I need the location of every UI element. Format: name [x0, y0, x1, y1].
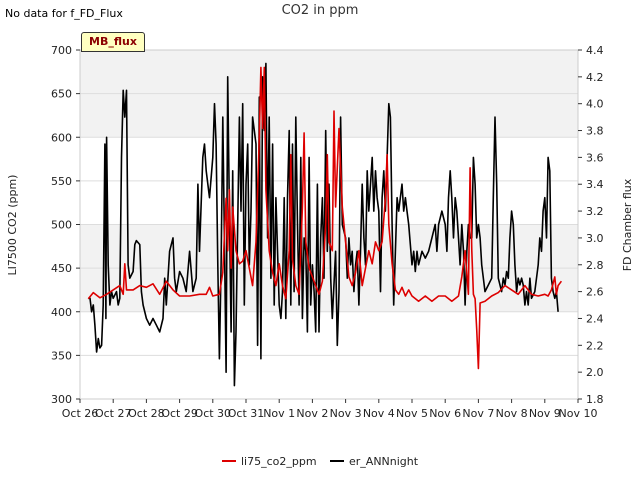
- y-tick-label: 500: [51, 219, 72, 232]
- x-tick-label: Oct 30: [195, 407, 232, 420]
- y2-tick-label: 3.4: [586, 178, 604, 191]
- legend-label: li75_co2_ppm: [241, 455, 317, 468]
- y2-axis-label: FD Chamber flux: [621, 178, 634, 271]
- y2-tick-label: 2.4: [586, 312, 604, 325]
- no-data-notice: No data for f_FD_Flux: [5, 7, 123, 20]
- y-tick-label: 600: [51, 131, 72, 144]
- y-tick-label: 550: [51, 175, 72, 188]
- y2-tick-label: 3.0: [586, 232, 604, 245]
- x-tick-label: Nov 5: [396, 407, 428, 420]
- y2-tick-label: 3.8: [586, 125, 604, 138]
- y-tick-label: 350: [51, 349, 72, 362]
- y-tick-label: 300: [51, 393, 72, 406]
- x-tick-label: Oct 29: [161, 407, 198, 420]
- series-layer: [87, 62, 563, 387]
- y2-tick-label: 2.2: [586, 339, 604, 352]
- x-tick-label: Nov 2: [296, 407, 328, 420]
- x-tick-label: Nov 7: [462, 407, 494, 420]
- legend: li75_co2_ppm er_ANNnight: [222, 455, 419, 468]
- mb-flux-badge: MB_flux: [81, 32, 145, 52]
- y2-tick-label: 1.8: [586, 393, 604, 406]
- right-axis: 1.8 2.0 2.2 2.4 2.6 2.8 3.0 3.2 3.4 3.6 3.8 4.0 4.2 4…: [578, 44, 604, 406]
- x-tick-label: Oct 26: [62, 407, 99, 420]
- y-axis-label: LI7500 CO2 (ppm): [6, 175, 19, 276]
- y2-tick-label: 4.2: [586, 71, 604, 84]
- x-tick-label: Nov 4: [363, 407, 395, 420]
- chart-title: CO2 in ppm: [281, 3, 359, 18]
- y2-tick-label: 2.6: [586, 286, 604, 299]
- y-tick-label: 450: [51, 262, 72, 275]
- x-tick-label: Nov 8: [496, 407, 528, 420]
- x-tick-label: Nov 1: [263, 407, 295, 420]
- y-tick-label: 400: [51, 306, 72, 319]
- y2-tick-label: 3.2: [586, 205, 604, 218]
- x-tick-label: Nov 6: [429, 407, 461, 420]
- y-tick-label: 650: [51, 88, 72, 101]
- x-tick-label: Nov 9: [529, 407, 561, 420]
- y2-tick-label: 4.4: [586, 44, 604, 57]
- y-tick-label: 700: [51, 44, 72, 57]
- x-tick-label: Oct 28: [128, 407, 165, 420]
- y2-tick-label: 3.6: [586, 151, 604, 164]
- left-axis: 300 350 400 450 500 550 600 650 700: [51, 44, 80, 406]
- y2-tick-label: 2.8: [586, 259, 604, 272]
- y2-tick-label: 2.0: [586, 366, 604, 379]
- y2-tick-label: 4.0: [586, 98, 604, 111]
- x-tick-label: Oct 27: [95, 407, 132, 420]
- x-tick-label: Nov 3: [330, 407, 362, 420]
- legend-label: er_ANNnight: [349, 455, 419, 468]
- x-tick-label: Nov 10: [559, 407, 598, 420]
- series-line-li75-co2-ppm: [87, 66, 563, 370]
- x-tick-label: Oct 31: [228, 407, 265, 420]
- series-line-er-annnight: [88, 62, 559, 387]
